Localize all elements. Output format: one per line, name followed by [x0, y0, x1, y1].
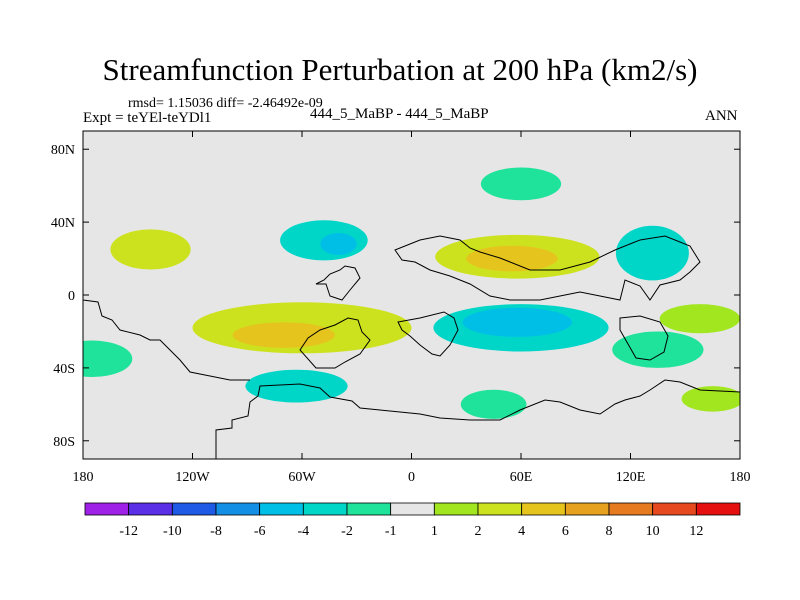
colorbar-swatch [433, 502, 479, 516]
colorbar-swatch [564, 502, 610, 516]
x-tick-label: 60E [510, 470, 533, 485]
colorbar-swatch [390, 502, 435, 516]
colorbar-swatch [215, 502, 261, 516]
coastline-antarctica [215, 379, 740, 459]
coastline-australia [619, 315, 669, 361]
colorbar-label: -10 [163, 524, 182, 539]
chart-title: Streamfunction Perturbation at 200 hPa (… [102, 52, 698, 87]
contour-south-atlantic-low [460, 389, 527, 419]
y-tick-label: 80S [53, 435, 75, 450]
colorbar-label: -8 [210, 524, 222, 539]
x-tick-label: 60W [288, 470, 316, 485]
x-tick-label: 0 [408, 470, 415, 485]
stats-label: rmsd= 1.15036 diff= -2.46492e-09 [128, 96, 323, 111]
colorbar-label: 1 [431, 524, 438, 539]
plot-background [83, 131, 740, 459]
colorbar-swatch [477, 502, 523, 516]
colorbar-swatch [346, 502, 392, 516]
contour-north-pacific-low [615, 225, 689, 281]
x-tick-label: 120E [616, 470, 646, 485]
contour-south-indian-high [659, 304, 740, 334]
season-label: ANN [705, 108, 738, 124]
colorbar-label: -1 [385, 524, 397, 539]
contour-southern-high [681, 386, 740, 412]
contour-indian-ocean-low-core [462, 307, 573, 337]
x-tick-label: 180 [730, 470, 751, 485]
contour-field-group [83, 167, 740, 419]
x-tick-label: 120W [175, 470, 210, 485]
colorbar-swatch [695, 502, 741, 516]
experiment-label: Expt = teYEl-teYDl1 [83, 110, 212, 126]
colorbar-label: -4 [297, 524, 309, 539]
colorbar-label: -2 [341, 524, 353, 539]
contour-southern-ocean-low [245, 369, 348, 403]
coastline-eurasia [394, 235, 701, 301]
colorbar-swatch [652, 502, 697, 516]
y-axis: 80N 40N 0 40S 80S [51, 143, 740, 450]
y-tick-label: 80N [51, 143, 75, 158]
contour-north-atlantic-low-core [320, 233, 357, 255]
case-label: 444_5_MaBP - 444_5_MaBP [310, 106, 489, 122]
coastline-pacific-islands [83, 299, 250, 381]
coastline-north-america [315, 265, 361, 301]
y-tick-label: 0 [68, 289, 75, 304]
colorbar-label: 12 [689, 524, 703, 539]
contour-south-pacific-high-core [232, 322, 335, 348]
contour-north-pacific-high [110, 229, 191, 270]
colorbar-swatch [171, 502, 217, 516]
coastline-africa [397, 311, 459, 357]
colorbar-swatch [84, 502, 130, 516]
colorbar-label: 4 [518, 524, 525, 539]
colorbar-label: -12 [119, 524, 138, 539]
coastline-south-america [299, 317, 371, 369]
contour-south-pacific-low [83, 340, 133, 377]
x-axis: 180 120W 60W 0 60E 120E 180 [73, 131, 751, 485]
y-tick-label: 40N [51, 216, 75, 231]
coastlines [83, 235, 740, 459]
colorbar-label: -6 [254, 524, 266, 539]
x-tick-label: 180 [73, 470, 94, 485]
colorbar-swatch [259, 502, 304, 516]
contour-siberia-low [480, 167, 562, 201]
colorbar-label: 8 [606, 524, 613, 539]
colorbar-swatch [302, 502, 348, 516]
colorbar-label: 2 [475, 524, 482, 539]
colorbar-swatch [128, 502, 173, 516]
contour-australia-low [612, 331, 704, 368]
colorbar-label: 10 [646, 524, 660, 539]
colorbar: -12 -10 -8 -6 -4 -2 -1 1 2 4 6 8 10 12 [84, 502, 741, 539]
colorbar-label: 6 [562, 524, 569, 539]
colorbar-swatch [521, 502, 566, 516]
contour-eurasia-high-core [466, 245, 558, 272]
colorbar-swatch [608, 502, 654, 516]
y-tick-label: 40S [53, 362, 75, 377]
